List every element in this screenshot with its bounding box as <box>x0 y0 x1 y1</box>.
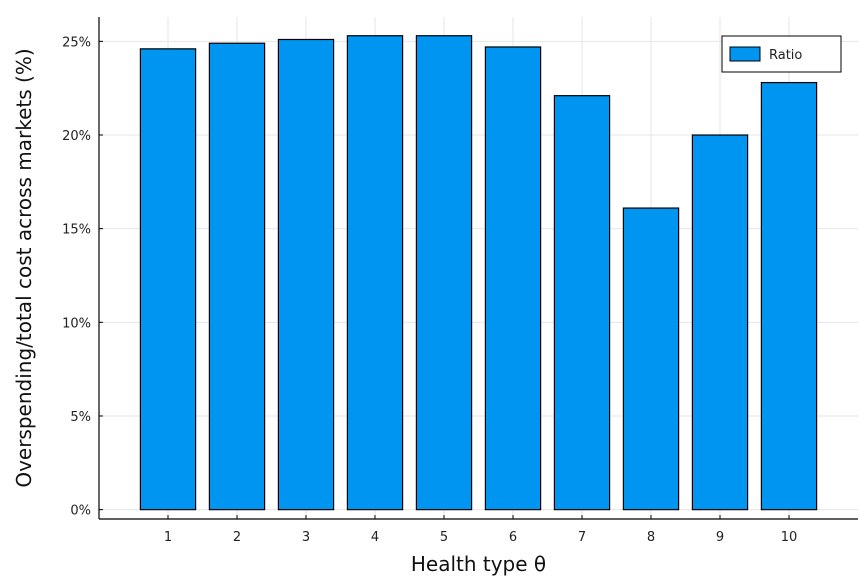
x-tick-label: 9 <box>716 530 724 545</box>
bar-9 <box>691 134 749 511</box>
y-tick-label: 20% <box>62 129 91 144</box>
bar-10 <box>760 81 818 511</box>
axes <box>98 17 858 520</box>
y-tick-label: 5% <box>70 410 91 425</box>
bar-7 <box>553 95 611 511</box>
bars <box>139 35 818 511</box>
x-tick-label: 2 <box>233 530 241 545</box>
bar-6 <box>484 46 542 511</box>
x-axis-title: Health type θ <box>411 552 546 576</box>
x-tick-label: 6 <box>509 530 517 545</box>
x-tick-label: 1 <box>164 530 172 545</box>
legend: Ratio <box>721 35 842 73</box>
x-tick-label: 5 <box>440 530 448 545</box>
bar-2 <box>208 42 266 511</box>
bar-5 <box>415 35 473 511</box>
y-ticks: 0% 5% 10% 15% 20% 25% <box>62 35 103 519</box>
bar-1 <box>139 48 197 511</box>
bar-3 <box>277 38 335 511</box>
x-ticks: 1 2 3 4 5 6 7 8 9 10 <box>164 515 797 545</box>
bar-8 <box>622 207 680 511</box>
y-axis-title: Overspending/total cost across markets (… <box>12 48 36 487</box>
bar-4 <box>346 35 404 511</box>
x-tick-label: 4 <box>371 530 379 545</box>
legend-swatch <box>729 46 761 62</box>
legend-label: Ratio <box>769 48 802 63</box>
x-tick-label: 7 <box>578 530 586 545</box>
y-tick-label: 0% <box>70 504 91 519</box>
y-tick-label: 10% <box>62 316 91 331</box>
x-tick-label: 8 <box>647 530 655 545</box>
x-tick-label: 3 <box>302 530 310 545</box>
y-tick-label: 15% <box>62 223 91 238</box>
y-tick-label: 25% <box>62 35 91 50</box>
x-tick-label: 10 <box>781 530 798 545</box>
